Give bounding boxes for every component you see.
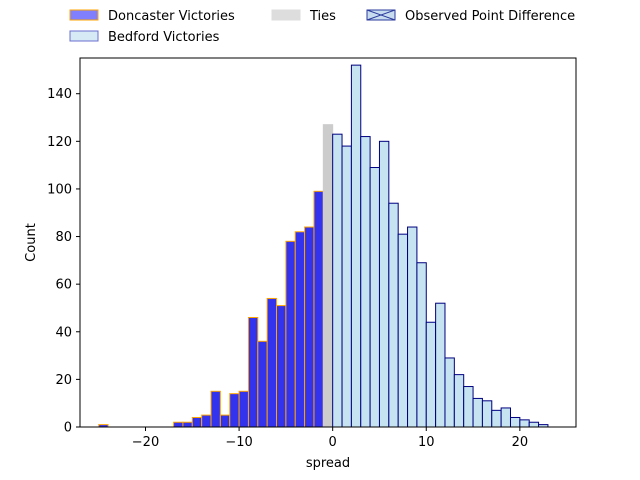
legend-item: Ties xyxy=(271,9,336,24)
histogram-bar xyxy=(341,145,352,428)
histogram-bar xyxy=(388,202,399,428)
y-axis-title: Count xyxy=(24,223,39,262)
histogram-bar xyxy=(229,393,240,428)
histogram-bar xyxy=(191,416,203,428)
histogram-bar xyxy=(397,233,409,428)
y-tick-label: 20 xyxy=(55,373,72,388)
x-tick-label: 0 xyxy=(329,435,337,450)
histogram-bar xyxy=(369,167,380,428)
histogram-bar xyxy=(435,302,446,428)
histogram-bar xyxy=(285,240,296,428)
histogram-bar xyxy=(332,133,343,428)
legend-label: Doncaster Victories xyxy=(108,9,235,24)
histogram-bar xyxy=(453,374,465,428)
y-tick-label: 0 xyxy=(64,421,72,436)
y-tick-label: 120 xyxy=(47,135,72,150)
y-tick-label: 40 xyxy=(55,325,72,340)
histogram-bar xyxy=(416,262,427,428)
y-tick-label: 100 xyxy=(47,182,72,197)
histogram-bar xyxy=(219,414,231,428)
histogram-bar xyxy=(491,409,502,428)
histogram-bar xyxy=(266,297,278,428)
histogram-bar xyxy=(463,386,474,428)
y-tick-label: 80 xyxy=(55,230,72,245)
plot-frame xyxy=(79,57,577,428)
x-tick-label: 20 xyxy=(512,435,529,450)
histogram-bar xyxy=(182,421,193,428)
histogram-bar xyxy=(481,400,493,428)
histogram-bar xyxy=(519,419,530,428)
histogram-bar xyxy=(360,136,371,428)
histogram-bar xyxy=(322,124,334,428)
legend-label: Ties xyxy=(309,9,336,24)
histogram-bar xyxy=(425,321,437,428)
legend-hatch-mark xyxy=(366,9,396,21)
y-tick-label: 60 xyxy=(55,278,72,293)
histogram-bar xyxy=(528,421,540,428)
histogram-bar xyxy=(313,190,324,428)
x-tick-label: −10 xyxy=(225,435,252,450)
histogram-bar xyxy=(500,407,511,428)
histogram-bar xyxy=(173,421,184,428)
histogram-bar xyxy=(509,416,521,428)
legend-item: Observed Point Difference xyxy=(366,9,575,24)
histogram-bar xyxy=(472,397,483,428)
x-axis: −20 −10 0 10 20 xyxy=(132,427,528,450)
legend: Doncaster Victories Bedford Victories Ties… xyxy=(69,9,575,45)
histogram-bars xyxy=(98,64,549,428)
x-tick-label: 10 xyxy=(418,435,435,450)
histogram-bar xyxy=(257,340,268,428)
x-axis-title: spread xyxy=(306,456,350,471)
histogram-bar xyxy=(407,226,418,428)
histogram-bar xyxy=(304,226,315,428)
legend-item: Doncaster Victories xyxy=(69,9,235,24)
histogram-bar xyxy=(350,64,362,428)
y-axis: 0 20 40 60 80 100 120 140 xyxy=(47,87,80,436)
histogram-bar xyxy=(444,357,455,428)
histogram-bar xyxy=(210,390,221,428)
y-tick-label: 140 xyxy=(47,87,72,102)
histogram-bar xyxy=(201,414,212,428)
histogram-bar xyxy=(238,390,249,428)
x-tick-label: −20 xyxy=(132,435,159,450)
legend-item: Bedford Victories xyxy=(69,30,220,45)
histogram-bar xyxy=(294,231,306,428)
legend-swatch xyxy=(69,9,99,21)
histogram-bar xyxy=(247,316,259,428)
legend-label: Observed Point Difference xyxy=(405,9,575,24)
legend-label: Bedford Victories xyxy=(108,30,220,45)
legend-swatch xyxy=(271,9,301,21)
histogram-bar xyxy=(276,305,287,428)
legend-swatch xyxy=(69,30,99,42)
histogram-bar xyxy=(378,140,390,428)
